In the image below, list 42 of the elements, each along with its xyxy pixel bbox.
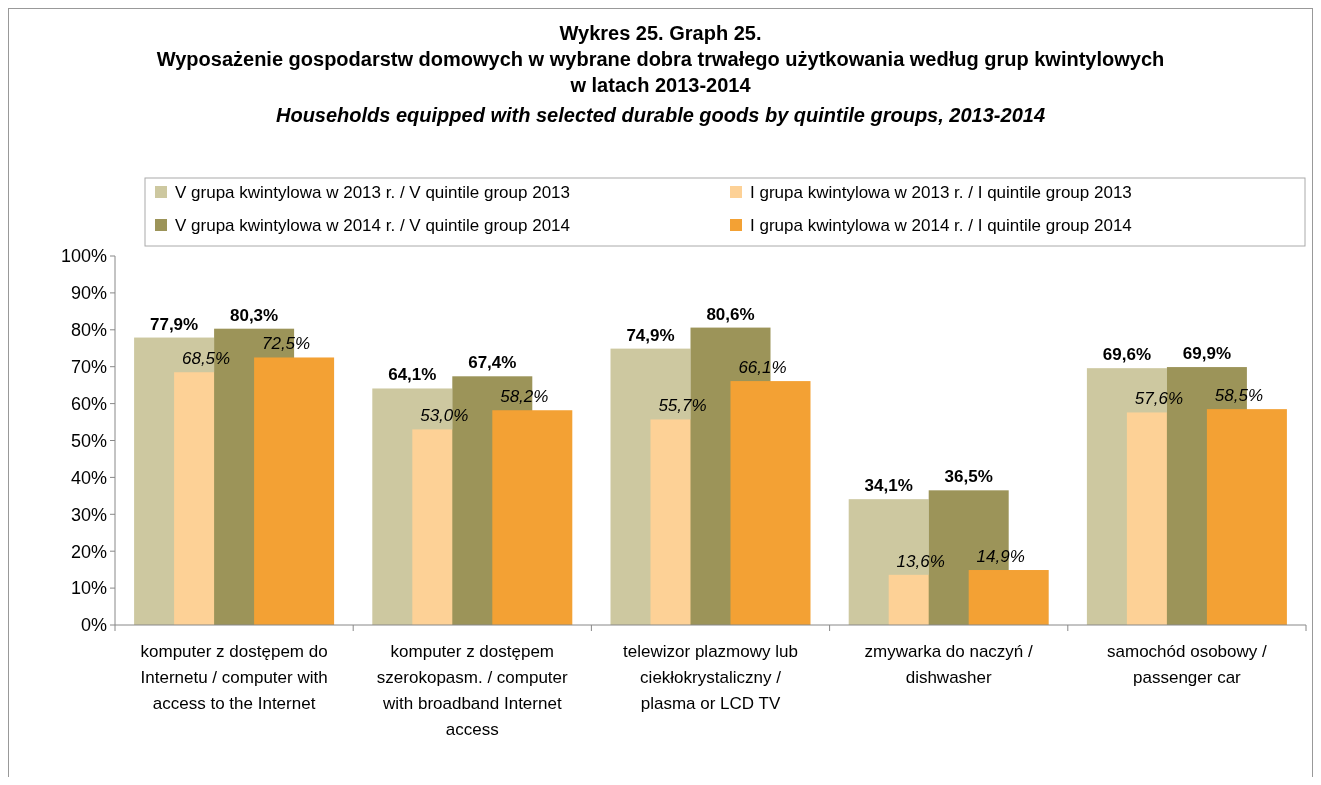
data-label: 80,6% xyxy=(706,304,755,324)
data-label: 64,1% xyxy=(388,365,437,385)
y-tick-label: 40% xyxy=(70,467,107,488)
y-tick-label: 80% xyxy=(70,320,107,341)
chart-subtitle: Households equipped with selected durable goods by quintile groups, 2013-2014 xyxy=(275,104,1046,126)
y-tick-label: 10% xyxy=(70,578,107,599)
x-tick-label: samochód osobowy / passenger car xyxy=(1107,642,1268,687)
data-label: 53,0% xyxy=(420,406,469,426)
data-label: 74,9% xyxy=(626,325,675,345)
y-tick-label: 30% xyxy=(70,504,107,525)
data-label: 68,5% xyxy=(182,349,231,369)
y-tick-label: 0% xyxy=(80,615,107,636)
legend-label: V grupa kwintylowa w 2013 r. / V quintile group 2013 xyxy=(175,183,571,202)
y-tick-label: 20% xyxy=(70,541,107,562)
data-label: 57,6% xyxy=(1134,389,1183,409)
y-tick-label: 50% xyxy=(70,430,107,451)
bar xyxy=(968,570,1049,625)
y-tick-label: 90% xyxy=(70,283,107,304)
data-label: 69,6% xyxy=(1102,345,1151,365)
x-tick-label: zmywarka do naczyń / dishwasher xyxy=(864,642,1034,687)
data-label: 36,5% xyxy=(944,467,993,487)
x-tick-label: komputer z dostępem szerokopasm. / computer with broadband Internet access xyxy=(376,642,569,739)
y-tick-label: 100% xyxy=(60,246,107,267)
data-label: 55,7% xyxy=(658,396,707,416)
data-label: 69,9% xyxy=(1182,344,1231,364)
data-label: 67,4% xyxy=(468,353,517,373)
data-label: 80,3% xyxy=(230,305,279,325)
bar xyxy=(492,410,573,625)
data-label: 13,6% xyxy=(896,551,945,571)
bar xyxy=(254,357,335,625)
x-tick-label: telewizor plazmowy lub ciekłokrystaliczny / plasma or LCD TV xyxy=(623,642,798,713)
y-tick-label: 60% xyxy=(70,393,107,414)
x-tick-label: komputer z dostępem do Internetu / computer with access to the Internet xyxy=(140,642,328,713)
bar xyxy=(730,381,811,625)
data-label: 34,1% xyxy=(864,476,913,496)
bar xyxy=(1206,409,1287,625)
legend-label: V grupa kwintylowa w 2014 r. / V quintile group 2014 xyxy=(175,216,571,235)
chart-title: Wykres 25. Graph 25. Wyposażenie gospodarstw domowych w wybrane dobra trwałego użytkowania według grup kwintylowych w latach 2013-2014 xyxy=(156,22,1165,96)
legend-label: I grupa kwintylowa w 2014 r. / I quintile group 2014 xyxy=(750,216,1132,235)
legend-label: I grupa kwintylowa w 2013 r. / I quintile group 2013 xyxy=(750,183,1132,202)
data-label: 77,9% xyxy=(150,314,199,334)
y-tick-label: 70% xyxy=(70,357,107,377)
